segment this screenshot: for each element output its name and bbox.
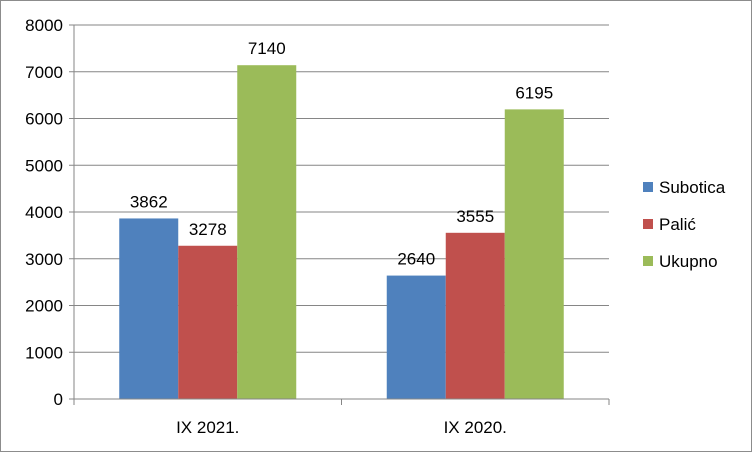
bar-ukupno-2 — [505, 109, 564, 399]
data-label: 7140 — [248, 39, 286, 58]
legend-label: Palić — [659, 215, 696, 234]
legend: Subotica Palić Ukupno — [643, 178, 726, 271]
y-tick-label: 7000 — [25, 63, 63, 82]
legend-swatch-subotica — [643, 182, 653, 192]
bar-pali--1 — [178, 246, 237, 399]
y-tick-label: 2000 — [25, 297, 63, 316]
x-category-label: IX 2021. — [176, 418, 239, 437]
bar-ukupno-1 — [237, 65, 296, 399]
bar-subotica-2 — [387, 276, 446, 399]
data-label: 6195 — [515, 83, 553, 102]
y-tick-label: 8000 — [25, 16, 63, 35]
data-label: 3278 — [189, 220, 227, 239]
data-label: 3555 — [456, 207, 494, 226]
y-tick-label: 5000 — [25, 156, 63, 175]
legend-label: Ukupno — [659, 252, 718, 271]
bars — [119, 65, 564, 399]
y-tick-label: 4000 — [25, 203, 63, 222]
y-tick-label: 1000 — [25, 343, 63, 362]
bar-pali--2 — [446, 233, 505, 399]
data-label: 2640 — [397, 250, 435, 269]
y-tick-label: 6000 — [25, 110, 63, 129]
bar-subotica-1 — [119, 218, 178, 399]
x-category-label: IX 2020. — [444, 418, 507, 437]
y-tick-label: 0 — [54, 390, 63, 409]
data-label: 3862 — [130, 192, 168, 211]
legend-swatch-pali- — [643, 219, 653, 229]
legend-swatch-ukupno — [643, 256, 653, 266]
legend-label: Subotica — [659, 178, 726, 197]
y-tick-label: 3000 — [25, 250, 63, 269]
